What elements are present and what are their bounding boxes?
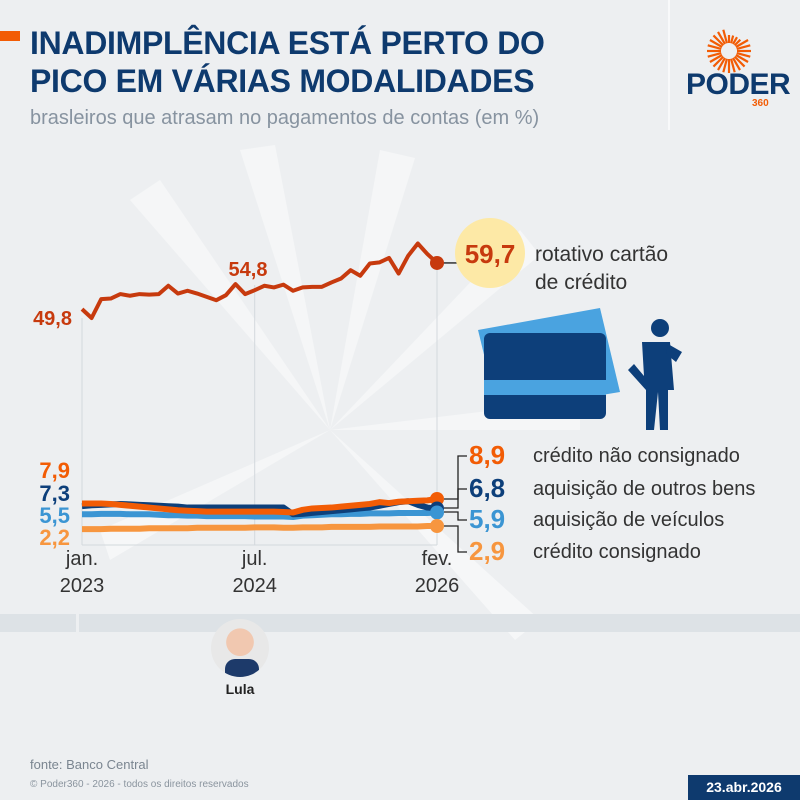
x-tick-year: 2024 <box>232 575 277 597</box>
source-note: fonte: Banco Central <box>30 757 149 772</box>
title-accent-bar <box>0 31 20 41</box>
highlight-circle <box>455 218 525 288</box>
x-tick-label: jul. <box>241 548 268 570</box>
credit-card-person-illustration <box>478 308 682 430</box>
end-point-veiculos <box>430 505 444 520</box>
thinking-person-icon <box>628 319 682 430</box>
series-name-rotativo-line1: rotativo cartão <box>535 243 668 266</box>
series-name-rotativo-line2: de crédito <box>535 271 627 294</box>
connector-outros_bens <box>444 488 467 509</box>
logo-number: 360 <box>752 98 769 109</box>
start-value-rotativo: 49,8 <box>33 308 72 330</box>
x-tick-year: 2026 <box>415 575 460 597</box>
end-value-consignado: 2,9 <box>469 536 505 566</box>
timeline-separator <box>76 614 79 632</box>
connector-veiculos <box>444 511 467 521</box>
chart-subtitle: brasleiros que atrasam no pagamentos de … <box>30 107 540 129</box>
series-name-outros_bens: aquisição de outros bens <box>533 478 755 500</box>
start-value-outros_bens: 7,3 <box>39 481 70 506</box>
title-line-1: INADIMPLÊNCIA ESTÁ PERTO DO <box>30 25 545 61</box>
credit-card-icon <box>484 333 606 419</box>
series-line-rotativo <box>80 241 439 320</box>
date-badge: 23.abr.2026 <box>688 775 800 800</box>
copyright-note: © Poder360 - 2026 - todos os direitos re… <box>30 779 249 790</box>
president-name: Lula <box>225 681 255 697</box>
mid-value-rotativo: 54,8 <box>229 259 268 281</box>
x-tick-label: fev. <box>422 548 453 570</box>
poder360-sun-icon <box>707 29 751 73</box>
series-line-consignado <box>82 523 437 533</box>
end-value-veiculos: 5,9 <box>469 504 505 534</box>
title-line-2: PICO EM VÁRIAS MODALIDADES <box>30 63 535 99</box>
connector-consignado <box>444 525 467 553</box>
header-divider <box>668 0 670 130</box>
logo-word: PODER <box>686 68 791 101</box>
end-point-consignado <box>430 519 444 533</box>
chart-title: INADIMPLÊNCIA ESTÁ PERTO DO PICO EM VÁRI… <box>30 24 545 100</box>
series-name-nao_consignado: crédito não consignado <box>533 445 740 467</box>
end-value-nao_consignado: 8,9 <box>469 440 505 470</box>
start-value-consignado: 2,2 <box>39 525 70 550</box>
series-line-veiculos <box>82 509 438 520</box>
timeline-band <box>0 614 800 632</box>
avatar-lula <box>211 619 269 677</box>
end-point-rotativo <box>430 255 444 270</box>
connector-nao_consignado <box>444 455 467 500</box>
end-value-rotativo: 59,7 <box>465 239 516 269</box>
series-name-veiculos: aquisição de veículos <box>533 509 724 531</box>
start-value-nao_consignado: 7,9 <box>39 458 70 483</box>
series-line-nao_consignado <box>82 496 438 516</box>
end-value-outros_bens: 6,8 <box>469 473 505 503</box>
line-chart: jan. 2023 jul. 2024 fev. 2026 8,9 crédito não c… <box>33 218 755 597</box>
series-name-consignado: crédito consignado <box>533 541 701 563</box>
x-tick-year: 2023 <box>60 575 105 597</box>
x-tick-label: jan. <box>65 548 98 570</box>
start-value-veiculos: 5,5 <box>39 503 70 528</box>
